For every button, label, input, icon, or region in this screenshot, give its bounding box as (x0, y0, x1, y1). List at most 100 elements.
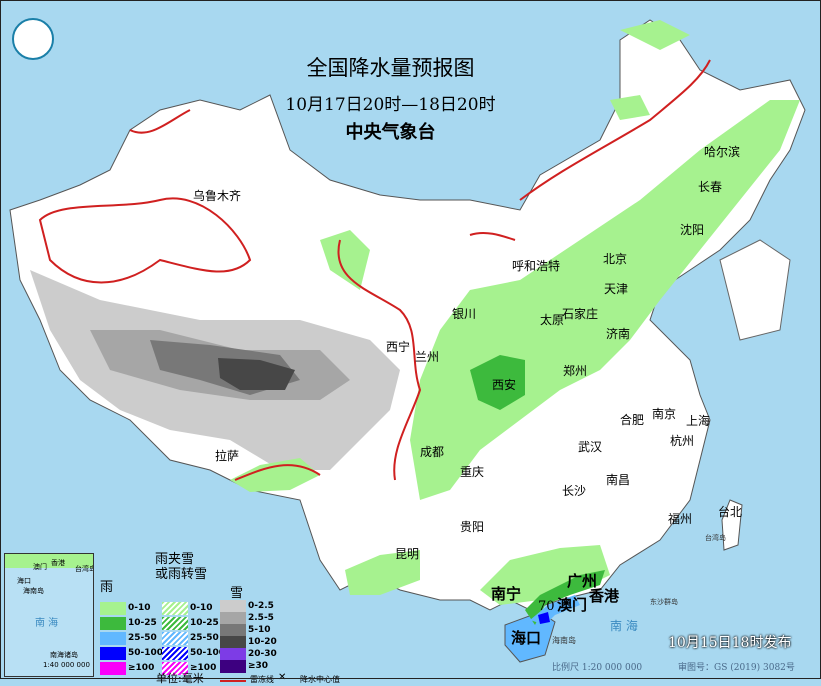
south-sea-inset: 南 海 海口 海南岛 澳门 香港 台湾岛 南海诸岛 1:40 000 000 (4, 553, 94, 677)
legend-snow-title: 雪 (230, 586, 244, 601)
legend-mix-title: 雨夹雪 或雨转雪 (155, 552, 208, 582)
rain-area-0-10-yunnan (345, 550, 420, 595)
legend-mix-swatch (162, 632, 188, 645)
precip-center-value: 70 (538, 599, 555, 614)
city-label: 成都 (420, 445, 445, 459)
city-label: 南昌 (606, 473, 631, 487)
city-label: 澳门 (557, 596, 588, 614)
legend-snow-label: 2.5-5 (248, 613, 274, 623)
legend-rain-label: ≥100 (128, 663, 155, 673)
map-title: 全国降水量预报图 (306, 56, 475, 80)
city-label: 重庆 (460, 465, 485, 479)
city-label: 乌鲁木齐 (193, 189, 242, 203)
city-label: 呼和浩特 (512, 259, 561, 273)
rain-area-0-10-northeast (610, 20, 690, 120)
cma-logo (12, 18, 54, 60)
city-label: 南宁 (491, 585, 522, 603)
legend-mix-label: 10-25 (190, 618, 219, 628)
city-label: 西宁 (386, 340, 411, 354)
legend-snow-swatch (220, 636, 246, 649)
legend-snow-swatch (220, 648, 246, 661)
city-label: 上海 (686, 414, 711, 428)
rain-area-10-25-guangdong (525, 570, 605, 625)
legend-snow-label: 10-20 (248, 637, 277, 647)
sea-label-south: 南 海 (610, 618, 638, 633)
issuer: 中央气象台 (345, 122, 436, 143)
city-label: 郑州 (563, 364, 588, 378)
legend-rain-label: 0-10 (128, 603, 151, 613)
inset-hongkong: 香港 (51, 559, 65, 567)
city-label: 济南 (606, 327, 631, 341)
legend-mix-swatch (162, 617, 188, 630)
city-label: 北京 (603, 252, 628, 266)
legend-snow-swatch (220, 660, 246, 673)
inset-macau: 澳门 (33, 563, 47, 571)
city-label: 合肥 (620, 413, 645, 427)
city-label: 长沙 (562, 484, 587, 498)
legend-rain-swatch (100, 632, 126, 645)
inset-haikou: 海口 (17, 577, 31, 585)
legend-unit: 单位:毫米 (156, 672, 204, 685)
legend-snow-swatch (220, 612, 246, 625)
city-label: 兰州 (415, 350, 440, 364)
city-label: 拉萨 (215, 449, 240, 463)
legend-snow-swatch (220, 600, 246, 613)
legend-snow-swatch (220, 624, 246, 637)
legend-rain-swatch (100, 662, 126, 675)
taiwan-island (721, 499, 743, 551)
sea-label-hainan: 海南岛 (552, 635, 576, 645)
legend-rain-label: 10-25 (128, 618, 157, 628)
approval-number: 审图号：GS (2019) 3082号 (678, 663, 795, 673)
freezing-line-swatch (220, 680, 246, 682)
korea-peninsula (719, 239, 791, 341)
legend-center-label: 降水中心值 (300, 675, 340, 684)
city-label: 广州 (567, 572, 598, 590)
published-time: 10月15日18时发布 (668, 635, 792, 651)
inset-islands: 南海诸岛 (50, 651, 78, 659)
legend-mix-label: 50-100 (190, 648, 226, 658)
forecast-period: 10月17日20时—18日20时 (285, 95, 496, 115)
center-marker-icon: ✕ (278, 672, 287, 683)
inset-hainan: 海南岛 (23, 587, 44, 595)
legend-snow-label: 20-30 (248, 649, 277, 659)
legend-snow-label: ≥30 (248, 661, 269, 671)
legend-mix-label: ≥100 (190, 663, 217, 673)
city-label: 福州 (668, 512, 693, 526)
city-label: 银川 (452, 307, 477, 321)
city-label: 沈阳 (680, 223, 705, 237)
city-label: 昆明 (395, 547, 420, 561)
inset-south-sea: 南 海 (35, 618, 59, 629)
city-label: 台北 (718, 505, 743, 519)
legend-mix-label: 0-10 (190, 603, 213, 613)
legend-rain-label: 25-50 (128, 633, 157, 643)
legend-rain-swatch (100, 647, 126, 660)
legend-rain-swatch (100, 602, 126, 615)
map-scale: 比例尺 1:20 000 000 (552, 663, 643, 673)
inset-taiwan: 台湾岛 (75, 565, 94, 573)
snow-area-10-20 (218, 358, 295, 390)
sea-label-taiwan: 台湾岛 (705, 533, 726, 542)
legend-rain-label: 50-100 (128, 648, 164, 658)
legend-mix-swatch (162, 647, 188, 660)
legend: 雨 雨夹雪 或雨转雪 雪 0-10 10-25 25-50 50-100 ≥100 0-1… (0, 550, 400, 685)
city-label: 香港 (589, 587, 620, 605)
legend-rain-swatch (100, 617, 126, 630)
city-label: 武汉 (578, 440, 603, 454)
city-label: 太原 (540, 313, 565, 327)
city-label: 西安 (492, 378, 517, 392)
legend-freezing-line: 雷冻线 (250, 675, 274, 684)
inset-scale: 1:40 000 000 (43, 661, 90, 669)
legend-rain-title: 雨 (100, 580, 114, 595)
city-label: 南京 (652, 407, 677, 421)
city-label: 贵阳 (460, 520, 485, 534)
city-label: 海口 (511, 629, 542, 647)
rain-area-0-10-northwest (320, 230, 370, 290)
city-label: 石家庄 (562, 307, 599, 321)
freezing-lines (38, 59, 711, 481)
city-label: 杭州 (670, 434, 695, 448)
city-label: 长春 (698, 180, 723, 194)
city-label: 天津 (604, 282, 629, 296)
legend-snow-label: 0-2.5 (248, 601, 274, 611)
city-label: 哈尔滨 (704, 145, 741, 159)
